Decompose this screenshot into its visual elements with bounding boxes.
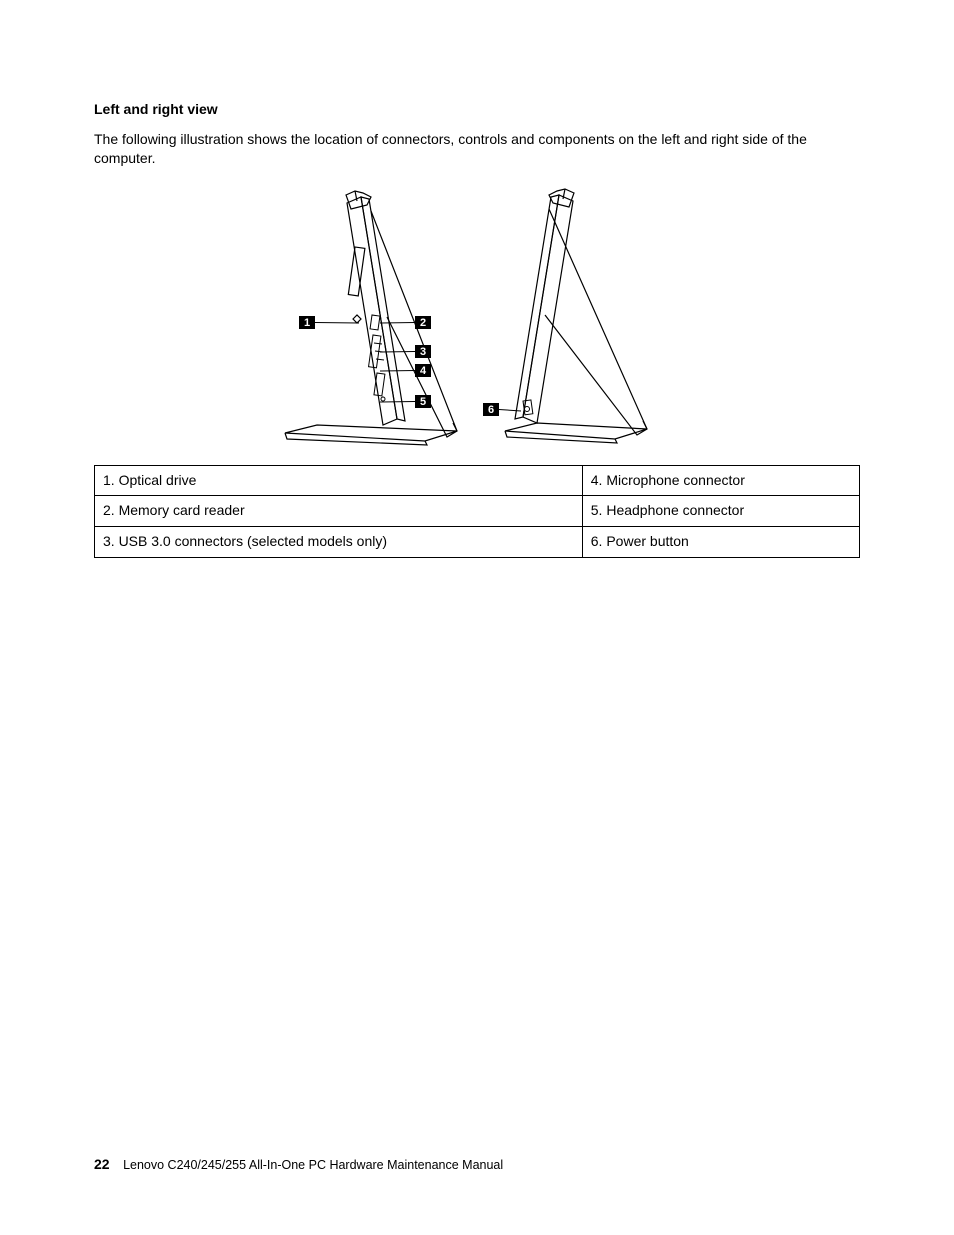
parts-cell: 2. Memory card reader xyxy=(95,496,583,527)
page-number: 22 xyxy=(94,1156,110,1172)
parts-table: 1. Optical drive 4. Microphone connector… xyxy=(94,465,860,558)
callout-number: 3 xyxy=(420,346,426,358)
side-view-diagram: 1 2 3 4 5 6 xyxy=(277,187,677,447)
callout-number: 1 xyxy=(304,317,310,329)
table-row: 3. USB 3.0 connectors (selected models o… xyxy=(95,526,860,557)
callouts: 1 2 3 4 5 6 xyxy=(299,316,521,416)
page-footer: 22 Lenovo C240/245/255 All-In-One PC Har… xyxy=(94,1155,503,1175)
callout-number: 5 xyxy=(420,396,426,408)
section-title: Left and right view xyxy=(94,100,860,120)
callout-number: 2 xyxy=(420,317,426,329)
parts-cell: 3. USB 3.0 connectors (selected models o… xyxy=(95,526,583,557)
page-content: Left and right view The following illust… xyxy=(0,0,954,558)
parts-cell: 4. Microphone connector xyxy=(582,465,859,496)
right-device xyxy=(505,189,647,443)
table-row: 1. Optical drive 4. Microphone connector xyxy=(95,465,860,496)
table-row: 2. Memory card reader 5. Headphone conne… xyxy=(95,496,860,527)
parts-cell: 6. Power button xyxy=(582,526,859,557)
parts-cell: 5. Headphone connector xyxy=(582,496,859,527)
footer-title: Lenovo C240/245/255 All-In-One PC Hardwa… xyxy=(123,1158,503,1172)
intro-paragraph: The following illustration shows the loc… xyxy=(94,130,860,169)
callout-number: 6 xyxy=(488,404,494,416)
callout-number: 4 xyxy=(420,365,427,377)
diagram-container: 1 2 3 4 5 6 xyxy=(94,187,860,447)
parts-cell: 1. Optical drive xyxy=(95,465,583,496)
